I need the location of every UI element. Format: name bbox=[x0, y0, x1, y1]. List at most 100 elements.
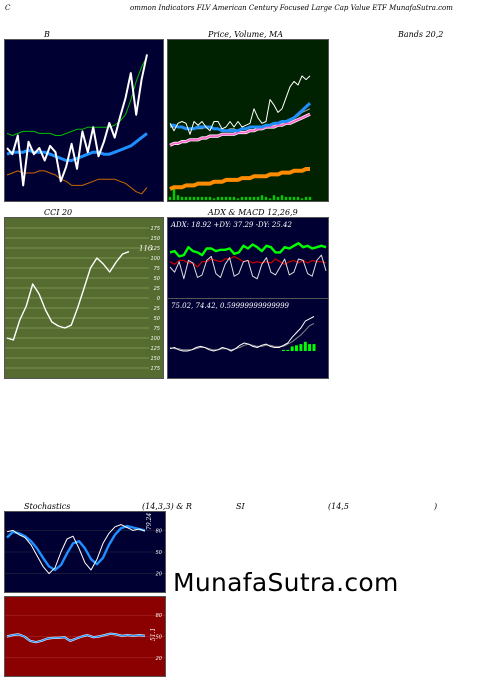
bb-lower-band bbox=[6, 170, 148, 195]
rsi-tick-label: 20 bbox=[156, 656, 162, 662]
volume-bar bbox=[236, 198, 240, 200]
stoch-k-line bbox=[6, 524, 146, 575]
bands-label: Bands 20,2 bbox=[398, 30, 444, 39]
stochastics-panel: 80 50 20 79.24 bbox=[4, 511, 166, 593]
bb-upper-band bbox=[6, 56, 148, 136]
price-volume-panel bbox=[167, 39, 329, 202]
macd-hist-bar bbox=[290, 346, 294, 351]
bollinger-panel bbox=[4, 39, 164, 202]
macd-chart bbox=[169, 316, 316, 352]
cci-tick-label: 125 bbox=[150, 346, 160, 352]
rsi-value-label: 51.1 bbox=[150, 628, 157, 641]
rsi-panel: 80 50 20 51.1 bbox=[4, 596, 166, 677]
volume-bar bbox=[192, 196, 196, 200]
price-volume-chart bbox=[168, 75, 312, 200]
stoch-tick-label: 20 bbox=[156, 572, 162, 578]
volume-bar bbox=[284, 196, 288, 200]
volume-bar bbox=[272, 195, 276, 200]
macd-hist-bar bbox=[286, 349, 290, 351]
stoch-d-line bbox=[6, 524, 146, 572]
volume-bar bbox=[228, 196, 232, 200]
volume-bar bbox=[220, 196, 224, 200]
volume-bar bbox=[296, 196, 300, 200]
adx-readout: ADX: 18.92 +DY: 37.29 -DY: 25.42 bbox=[171, 221, 292, 229]
pv-price-line bbox=[169, 75, 311, 135]
rsi-close-label: ) bbox=[434, 502, 438, 511]
adx-line bbox=[169, 254, 327, 280]
adx-chart bbox=[169, 242, 327, 280]
cci-tick-label: 175 bbox=[150, 226, 160, 232]
volume-bar bbox=[260, 195, 264, 200]
adx-plus-di bbox=[169, 242, 327, 258]
ma-long-line bbox=[169, 167, 310, 191]
adx-macd-panel: ADX: 18.92 +DY: 37.29 -DY: 25.42 75.02, … bbox=[167, 217, 329, 379]
cci-value-label: 116 bbox=[139, 245, 153, 253]
volume-bar bbox=[288, 196, 292, 200]
stoch-tick-label: 50 bbox=[156, 550, 162, 556]
macd-hist-bar bbox=[303, 341, 307, 351]
volume-bar bbox=[184, 196, 188, 200]
volume-bar bbox=[300, 198, 304, 200]
cci-tick-label: 125 bbox=[150, 246, 160, 252]
volume-bar bbox=[276, 196, 280, 200]
volume-bar bbox=[256, 196, 260, 200]
adx-macd-label: ADX & MACD 12,26,9 bbox=[208, 208, 298, 217]
cci-tick-label: 25 bbox=[154, 306, 160, 312]
cci-tick-label: 75 bbox=[154, 326, 160, 332]
volume-bar bbox=[176, 195, 180, 200]
macd-hist-bar bbox=[299, 344, 303, 351]
volume-bar bbox=[172, 186, 176, 200]
cci-tick-label: 100 bbox=[150, 256, 160, 262]
macd-hist-bar bbox=[308, 344, 312, 351]
cci-tick-label: 50 bbox=[154, 276, 160, 282]
header-c: C bbox=[5, 4, 11, 12]
cci-tick-label: 50 bbox=[154, 316, 160, 322]
bb-middle-band bbox=[6, 132, 148, 162]
bollinger-chart bbox=[6, 54, 148, 195]
volume-bar bbox=[244, 196, 248, 200]
volume-bar bbox=[252, 196, 256, 200]
page-title: ommon Indicators FLV American Century Fo… bbox=[130, 4, 453, 12]
cci-panel: 175 150 125 100 75 50 25 0 25 50 75 100 125 150 175 116 bbox=[4, 217, 164, 379]
macd-line bbox=[169, 316, 315, 352]
cci-chart: 175 150 125 100 75 50 25 0 25 50 75 100 125 150 175 116 bbox=[5, 226, 160, 372]
volume-bar bbox=[292, 196, 296, 200]
volume-bar bbox=[248, 196, 252, 200]
volume-bar bbox=[224, 196, 228, 200]
price-volume-label: Price, Volume, MA bbox=[208, 30, 284, 39]
stochastics-chart: 80 50 20 79.24 bbox=[5, 513, 165, 578]
volume-bar bbox=[268, 198, 272, 200]
cci-tick-label: 100 bbox=[150, 336, 160, 342]
watermark: MunafaSutra.com bbox=[173, 568, 399, 597]
volume-bar bbox=[280, 195, 284, 200]
rsi-tick-label: 80 bbox=[156, 613, 162, 619]
stoch-label: Stochastics bbox=[24, 502, 71, 511]
volume-bar bbox=[168, 196, 172, 200]
rsi-si-label: SI bbox=[236, 502, 245, 511]
volume-bar bbox=[212, 198, 216, 200]
macd-signal-line bbox=[169, 322, 315, 351]
volume-bar bbox=[232, 196, 236, 200]
rsi-params-label: (14,5 bbox=[328, 502, 349, 511]
stoch-value-label: 79.24 bbox=[146, 513, 153, 530]
volume-bar bbox=[264, 196, 268, 200]
macd-hist-bar bbox=[312, 344, 316, 351]
volume-bar bbox=[180, 196, 184, 200]
cci-tick-label: 75 bbox=[154, 266, 160, 272]
rsi-chart: 80 50 20 51.1 bbox=[5, 613, 165, 662]
ma-short-line bbox=[169, 113, 311, 147]
volume-bar bbox=[200, 196, 204, 200]
volume-bar bbox=[240, 196, 244, 200]
volume-bar bbox=[204, 196, 208, 200]
volume-bar bbox=[308, 196, 312, 200]
macd-readout: 75.02, 74.42, 0.59999999999999 bbox=[171, 302, 290, 310]
macd-hist-bar bbox=[282, 349, 285, 351]
volume-bar bbox=[304, 196, 308, 200]
rsi-line bbox=[6, 633, 146, 643]
cci-label: CCI 20 bbox=[44, 208, 73, 217]
stoch-tick-label: 80 bbox=[156, 528, 162, 534]
volume-bar bbox=[188, 196, 192, 200]
cci-tick-label: 175 bbox=[150, 366, 160, 372]
bbands-label: B bbox=[44, 30, 50, 39]
cci-tick-label: 150 bbox=[150, 356, 160, 362]
